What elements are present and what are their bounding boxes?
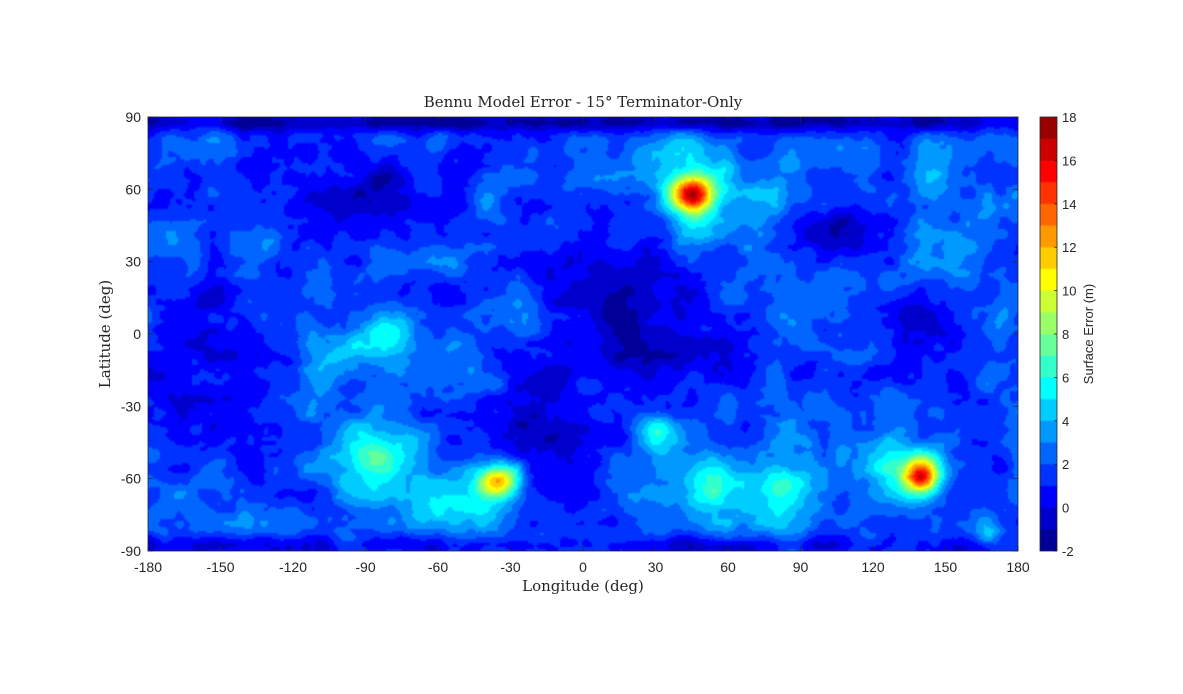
x-axis-ticks: -180 -150 -120 -90 -60 -30 0 30 60 90 120 150 180 <box>134 117 1030 575</box>
colorbar-label: Surface Error (m) <box>1081 284 1096 384</box>
colorbar-tick-label: 6 <box>1062 370 1069 385</box>
x-tick-label: 0 <box>579 559 587 575</box>
x-tick-label: -120 <box>279 559 307 575</box>
colorbar-tick-label: 8 <box>1062 327 1069 342</box>
colorbar-tick-label: 0 <box>1062 501 1069 516</box>
y-tick-label: -90 <box>121 543 141 559</box>
x-tick-label: 60 <box>720 559 736 575</box>
x-tick-label: -60 <box>428 559 448 575</box>
colorbar-tick-label: -2 <box>1062 544 1074 559</box>
colorbar-tick-label: 12 <box>1062 240 1076 255</box>
x-tick-label: 150 <box>934 559 958 575</box>
x-tick-label: -150 <box>206 559 234 575</box>
colorbar-gradient <box>1040 117 1057 551</box>
x-tick-label: 180 <box>1006 559 1030 575</box>
y-tick-label: 30 <box>125 254 141 270</box>
chart-title: Bennu Model Error - 15° Terminator-Only <box>424 93 743 111</box>
contour-surface <box>148 117 1018 551</box>
y-tick-label: 90 <box>125 109 141 125</box>
colorbar-tick-label: 2 <box>1062 457 1069 472</box>
y-axis-ticks: 90 60 30 0 -30 -60 -90 <box>121 109 1018 559</box>
colorbar-tick-label: 14 <box>1062 197 1076 212</box>
x-tick-label: 90 <box>793 559 809 575</box>
y-tick-label: -30 <box>121 398 141 414</box>
x-tick-label: 30 <box>648 559 664 575</box>
colorbar-tick-label: 16 <box>1062 153 1076 168</box>
y-tick-label: 60 <box>125 181 141 197</box>
x-tick-label: -90 <box>355 559 375 575</box>
colorbar-tick-label: 10 <box>1062 284 1076 299</box>
y-tick-label: 0 <box>133 326 141 342</box>
colorbar-ticks: 18 16 14 12 10 8 6 4 2 0 -2 <box>1054 110 1076 559</box>
x-tick-label: 120 <box>861 559 885 575</box>
x-tick-label: -180 <box>134 559 162 575</box>
y-axis-label: Latitude (deg) <box>96 280 114 388</box>
colorbar-tick-label: 18 <box>1062 110 1076 125</box>
x-tick-label: -30 <box>500 559 520 575</box>
colorbar-tick-label: 4 <box>1062 414 1069 429</box>
x-axis-label: Longitude (deg) <box>522 577 644 595</box>
y-tick-label: -60 <box>121 471 141 487</box>
